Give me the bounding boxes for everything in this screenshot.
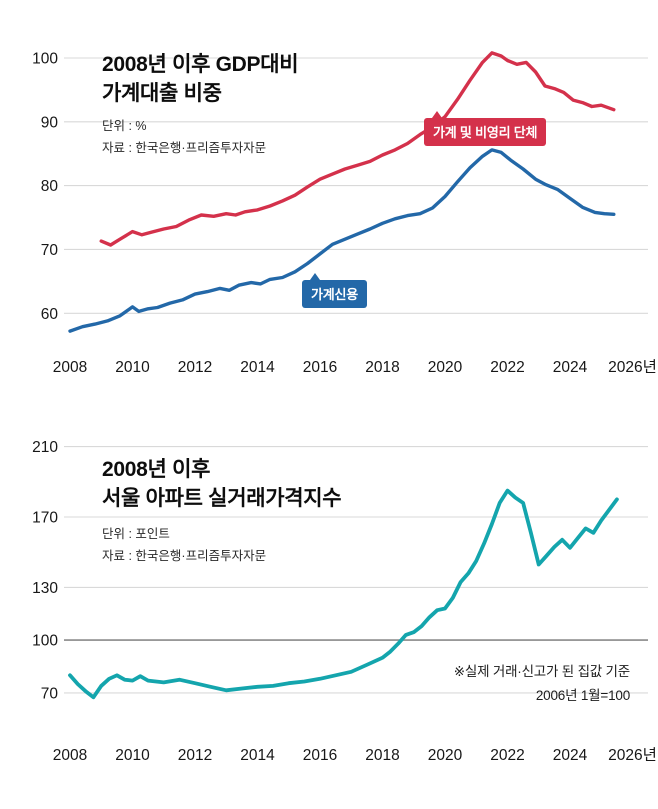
svg-text:60: 60: [41, 306, 59, 323]
svg-text:2012: 2012: [178, 747, 212, 764]
svg-text:100: 100: [32, 633, 58, 650]
svg-text:2018: 2018: [365, 359, 399, 376]
svg-text:2024: 2024: [553, 359, 588, 376]
series-label-household-nonprofit: 가계 및 비영리 단체: [424, 111, 547, 146]
line-chart-canvas-household-loan: 60 70 80 90 100 2008 2010 2012 2014 2016 2018 2020 2…: [32, 51, 657, 377]
svg-text:2022: 2022: [490, 359, 524, 376]
chart-household-loan-gdp: 60 70 80 90 100 2008 2010 2012 2014 2016 2018 2020 2…: [0, 12, 658, 406]
svg-text:2008: 2008: [53, 359, 87, 376]
svg-text:2018: 2018: [365, 747, 399, 764]
chart-meta: 단위 : % 자료 : 한국은행·프리즘투자자문: [102, 115, 266, 159]
series-label-text: 가계 및 비영리 단체: [433, 125, 538, 140]
svg-text:2026년: 2026년: [608, 746, 657, 764]
svg-text:2016: 2016: [303, 747, 337, 764]
chart-title-line1: 2008년 이후: [102, 458, 211, 481]
svg-text:2014: 2014: [240, 359, 275, 376]
svg-text:2010: 2010: [115, 359, 150, 376]
callout-arrow-icon: [432, 111, 442, 118]
chart-title-line1: 2008년 이후 GDP대비: [102, 53, 299, 76]
svg-text:2010: 2010: [115, 747, 150, 764]
chart-unit: 단위 : %: [102, 119, 147, 133]
svg-text:2012: 2012: [178, 359, 212, 376]
svg-text:2020: 2020: [428, 747, 463, 764]
footnote-line1: ※실제 거래·신고가 된 집값 기준: [453, 664, 630, 679]
svg-text:170: 170: [32, 510, 58, 527]
series-label-household-credit: 가계신용: [302, 273, 368, 308]
svg-text:2026년: 2026년: [608, 358, 657, 376]
series-label-text: 가계신용: [311, 287, 359, 302]
svg-text:2022: 2022: [490, 747, 524, 764]
chart-title-line2: 가계대출 비중: [102, 82, 222, 105]
chart-title-line2: 서울 아파트 실거래가격지수: [102, 487, 342, 510]
svg-text:130: 130: [32, 580, 58, 597]
chart-unit: 단위 : 포인트: [102, 527, 170, 541]
svg-text:2014: 2014: [240, 747, 275, 764]
svg-text:210: 210: [32, 439, 58, 456]
svg-text:100: 100: [32, 51, 58, 68]
svg-text:70: 70: [41, 685, 59, 702]
chart-source: 자료 : 한국은행·프리즘투자자문: [102, 549, 267, 563]
svg-text:80: 80: [41, 178, 59, 195]
footnote-line2: 2006년 1월=100: [535, 688, 630, 703]
svg-text:2020: 2020: [428, 359, 463, 376]
svg-text:2008: 2008: [53, 747, 87, 764]
chart-meta: 단위 : 포인트 자료 : 한국은행·프리즘투자자문: [102, 523, 266, 567]
chart-seoul-apartment-index: 70 100 130 170 210 2008 2010 2012 2014 2016 2018 20…: [0, 415, 658, 809]
chart-title: 2008년 이후 서울 아파트 실거래가격지수: [102, 455, 342, 513]
chart-source: 자료 : 한국은행·프리즘투자자문: [102, 141, 267, 155]
svg-text:2024: 2024: [553, 747, 588, 764]
callout-arrow-icon: [310, 273, 320, 280]
svg-text:90: 90: [41, 114, 59, 131]
svg-text:70: 70: [41, 242, 59, 259]
chart-footnote: ※실제 거래·신고가 된 집값 기준 2006년 1월=100: [454, 660, 630, 708]
chart-title: 2008년 이후 GDP대비 가계대출 비중: [102, 50, 299, 108]
line-chart-canvas-seoul-apartment: 70 100 130 170 210 2008 2010 2012 2014 2016 2018 20…: [32, 439, 657, 764]
svg-text:2016: 2016: [303, 359, 337, 376]
